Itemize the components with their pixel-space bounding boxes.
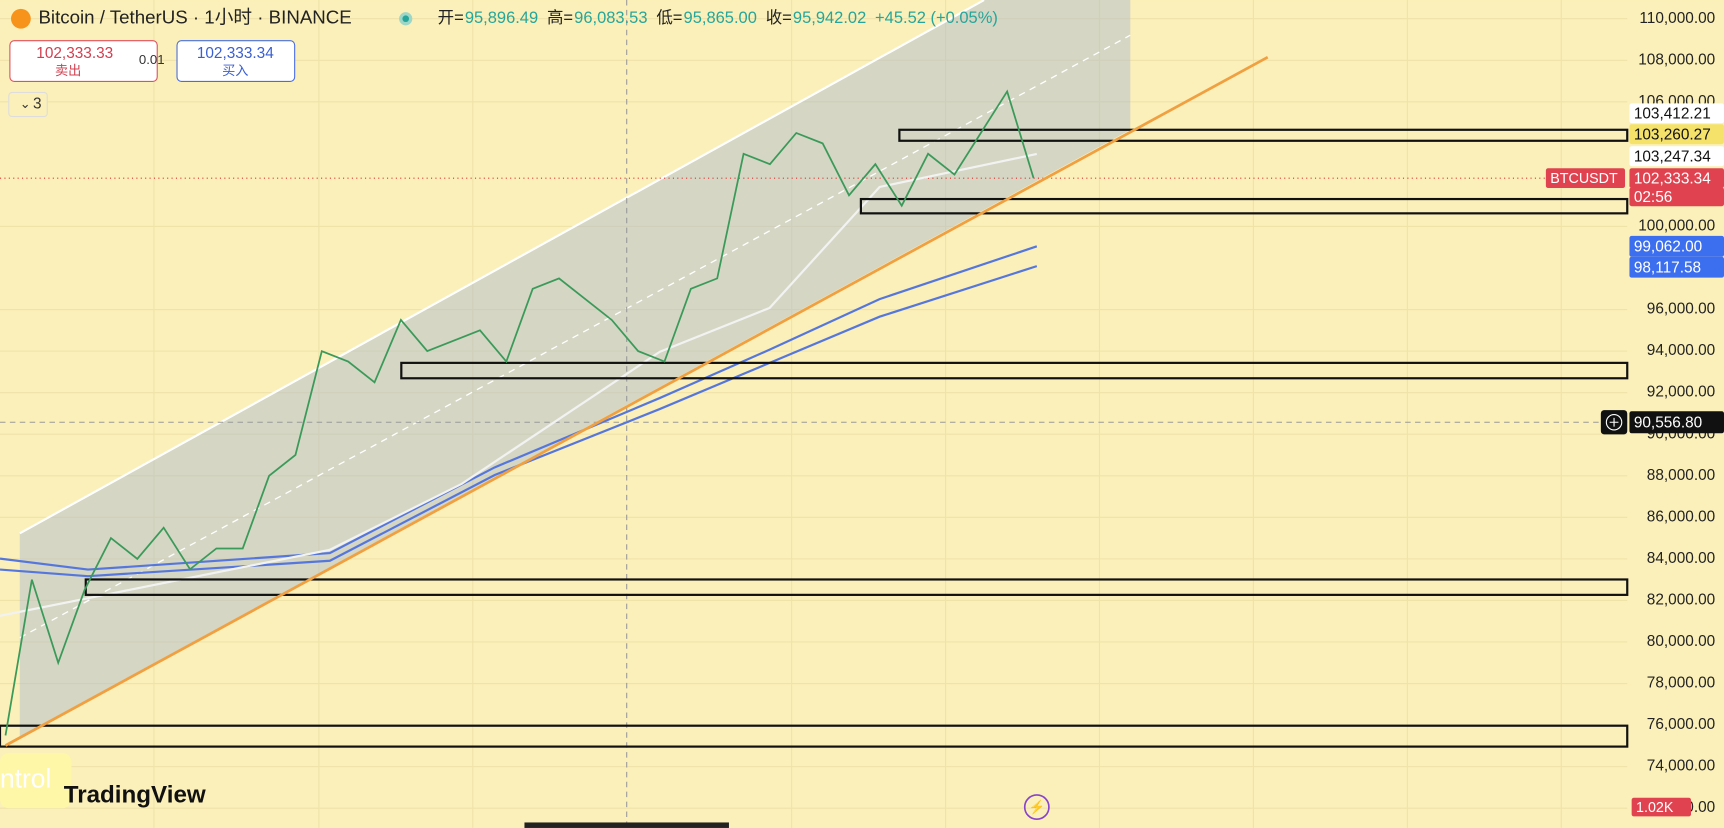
- ma-line: [0, 265, 1038, 578]
- ohlc-value: 95,865.00: [684, 9, 757, 27]
- channel-top: [19, 0, 985, 535]
- price-badge: [1629, 235, 1724, 257]
- sell-price[interactable]: 102,333.33: [36, 45, 113, 62]
- sell-button[interactable]: [9, 40, 158, 82]
- price-badge-label: 98,117.58: [1634, 259, 1701, 276]
- y-tick-label: 84,000.00: [1647, 550, 1715, 567]
- price-badge: [1629, 168, 1724, 189]
- control-label[interactable]: ntrol: [0, 764, 51, 794]
- symbol: Bitcoin / TetherUS · 1小时 · BINANCE: [38, 7, 351, 28]
- price-badge: [1629, 187, 1724, 207]
- y-tick-label: 96,000.00: [1647, 301, 1715, 318]
- control-button[interactable]: [0, 753, 72, 809]
- buy-label[interactable]: 买入: [222, 63, 248, 78]
- price-badge-label: 103,260.27: [1634, 126, 1711, 143]
- ohlc-value: 95,896.49: [465, 9, 538, 27]
- y-tick-label: 88,000.00: [1647, 467, 1715, 484]
- brand: TradingView: [64, 781, 206, 808]
- buy-price[interactable]: 102,333.34: [197, 45, 274, 62]
- crosshair-add-icon[interactable]: [1605, 414, 1623, 431]
- spread: 0.01: [139, 52, 165, 67]
- price-badge-label: 103,412.21: [1634, 105, 1711, 122]
- channel-mid: [19, 34, 1131, 639]
- buy-button[interactable]: [176, 40, 296, 82]
- y-tick-label: 100,000.00: [1638, 218, 1715, 235]
- y-tick-label: 94,000.00: [1647, 342, 1715, 359]
- y-tick-label: 74,000.00: [1647, 758, 1715, 775]
- scrollbar[interactable]: [524, 822, 729, 828]
- y-tick-label: 108,000.00: [1638, 51, 1715, 68]
- lightning-button[interactable]: [1023, 794, 1050, 820]
- price-badge: [1629, 124, 1724, 145]
- price-badge: [1629, 146, 1724, 167]
- price-badge-label: 103,247.34: [1634, 148, 1711, 165]
- crosshair-add-icon[interactable]: [1609, 417, 1619, 427]
- y-tick-label: 92,000.00: [1647, 384, 1715, 401]
- ohlc-value: 95,942.02: [793, 9, 866, 27]
- price-badge-label: BTCUSDT: [1550, 171, 1618, 187]
- y-tick-label: 82,000.00: [1647, 591, 1715, 608]
- chevron[interactable]: ⌄: [20, 96, 31, 111]
- ohlc-key: 高=: [547, 8, 573, 27]
- y-tick-label: 78,000.00: [1647, 675, 1715, 692]
- price-badge: [1631, 797, 1692, 817]
- change: +45.52 (+0.05%): [875, 9, 998, 27]
- price-badge: [1629, 103, 1724, 124]
- ohlc-key: 低=: [656, 8, 682, 27]
- price-line: [4, 89, 1035, 736]
- y-tick-label: 86,000.00: [1647, 508, 1715, 525]
- ohlc: 开= 95,896.49 高= 96,083.53 低= 95,865.00 收= 95,94…: [438, 8, 998, 27]
- trendline: [4, 56, 1269, 747]
- price-badge-label: 102,333.34: [1634, 170, 1711, 187]
- channel: [19, 0, 1131, 737]
- indicator-count[interactable]: 3: [33, 96, 42, 113]
- y-tick-label: 80,000.00: [1647, 633, 1715, 650]
- status-dot: [402, 15, 410, 23]
- ohlc-key: 收=: [766, 8, 792, 27]
- price-badge: [1629, 411, 1724, 434]
- y-tick-label: 110,000.00: [1639, 10, 1715, 27]
- ohlc-value: 96,083.53: [574, 9, 647, 27]
- price-badge-label: 1.02K: [1636, 800, 1674, 816]
- indicator-toggle[interactable]: [8, 91, 48, 118]
- sell-label[interactable]: 卖出: [55, 63, 81, 78]
- y-tick-label: 76,000.00: [1647, 716, 1715, 733]
- lightning-icon[interactable]: ⚡: [1029, 800, 1045, 816]
- price-badge-label: 99,062.00: [1634, 238, 1702, 255]
- price-badge-label: 02:56: [1634, 189, 1672, 206]
- price-badge-label: 90,556.80: [1634, 414, 1702, 431]
- price-badge: [1629, 256, 1724, 278]
- price-badge: [1545, 168, 1626, 189]
- btc-icon: [10, 8, 31, 29]
- ohlc-key: 开=: [438, 9, 464, 27]
